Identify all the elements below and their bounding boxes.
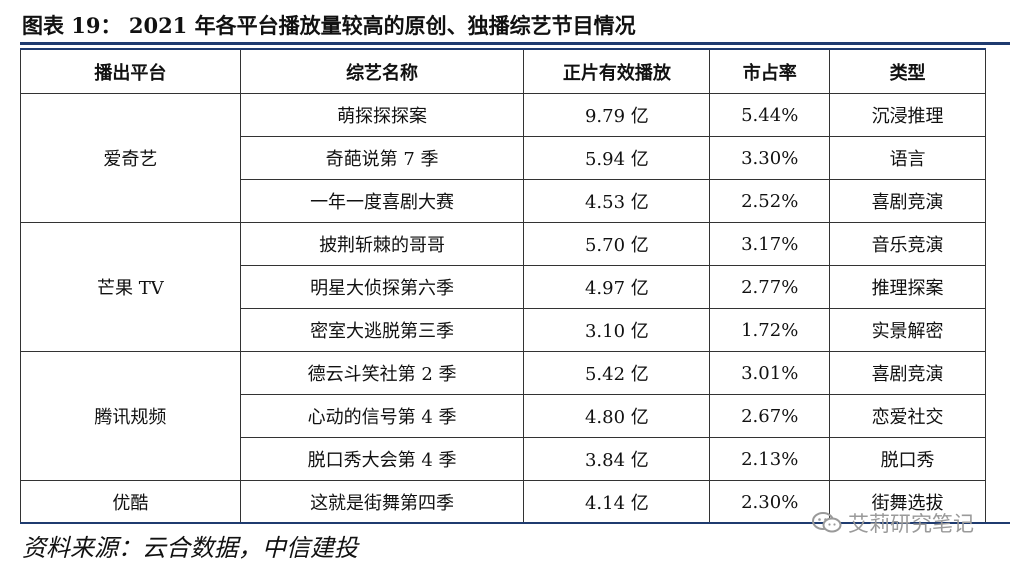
table-row: 密室大逃脱第三季 3.10 亿 1.72% 实景解密 — [21, 308, 986, 352]
show-name-cell: 密室大逃脱第三季 — [239, 308, 525, 352]
table-row: 明星大侦探第六季 4.97 亿 2.77% 推理探案 — [21, 265, 986, 309]
type-cell: 推理探案 — [829, 265, 986, 309]
type-cell: 恋爱社交 — [829, 394, 986, 438]
wechat-icon — [812, 512, 842, 533]
share-cell: 2.77% — [709, 265, 831, 309]
share-cell: 2.67% — [709, 394, 831, 438]
platform-cell: 腾讯规频 — [20, 351, 241, 481]
table-row: 芒果 TV 披荆斩棘的哥哥 5.70 亿 3.17% 音乐竞演 — [20, 222, 986, 352]
show-name-cell: 心动的信号第 4 季 — [239, 394, 525, 438]
type-cell: 脱口秀 — [829, 437, 986, 481]
plays-cell: 5.70 亿 — [523, 222, 711, 266]
plays-cell: 3.10 亿 — [523, 308, 711, 352]
show-name-cell: 奇葩说第 7 季 — [239, 136, 525, 180]
watermark-text: 艾莉研究笔记 — [848, 512, 974, 536]
header-row: 播出平台 综艺名称 正片有效播放 市占率 类型 — [20, 48, 986, 94]
table-row: 优酷 这就是街舞第四季 4.14 亿 2.30% 街舞选拔 — [20, 480, 986, 524]
plays-cell: 4.97 亿 — [523, 265, 711, 309]
show-name-cell: 明星大侦探第六季 — [239, 265, 525, 309]
share-cell: 1.72% — [709, 308, 831, 352]
type-cell: 喜剧竞演 — [829, 179, 986, 223]
type-cell: 沉浸推理 — [829, 93, 986, 137]
share-cell: 3.30% — [709, 136, 831, 180]
plays-cell: 4.53 亿 — [523, 179, 711, 223]
figure-title: 图表 19： 2021 年各平台播放量较高的原创、独播综艺节目情况 — [22, 13, 636, 38]
header-cell-platform: 播出平台 — [20, 48, 241, 94]
title-bar: 图表 19： 2021 年各平台播放量较高的原创、独播综艺节目情况 — [20, 4, 1010, 45]
plays-cell: 4.80 亿 — [523, 394, 711, 438]
bottom-rule — [20, 522, 1010, 524]
header-cell-plays: 正片有效播放 — [523, 48, 711, 94]
share-cell: 2.30% — [709, 480, 831, 524]
show-name-cell: 这就是街舞第四季 — [239, 480, 525, 524]
source-note: 资料来源：云合数据，中信建投 — [22, 534, 358, 562]
table-row: 腾讯规频 德云斗笑社第 2 季 5.42 亿 3.01% 喜剧竞演 — [20, 351, 986, 481]
platform-cell: 爱奇艺 — [20, 93, 241, 223]
table-row: 爱奇艺 萌探探探案 9.79 亿 5.44% 沉浸推理 — [20, 93, 986, 223]
plays-cell: 3.84 亿 — [523, 437, 711, 481]
table-row: 心动的信号第 4 季 4.80 亿 2.67% 恋爱社交 — [21, 394, 986, 438]
header-cell-name: 综艺名称 — [239, 48, 525, 94]
show-name-cell: 德云斗笑社第 2 季 — [239, 351, 525, 395]
share-cell: 2.13% — [709, 437, 831, 481]
plays-cell: 4.14 亿 — [523, 480, 711, 524]
share-cell: 3.01% — [709, 351, 831, 395]
type-cell: 实景解密 — [829, 308, 986, 352]
share-cell: 3.17% — [709, 222, 831, 266]
table-row: 脱口秀大会第 4 季 3.84 亿 2.13% 脱口秀 — [21, 437, 986, 481]
show-name-cell: 披荆斩棘的哥哥 — [239, 222, 525, 266]
table-row: 奇葩说第 7 季 5.94 亿 3.30% 语言 — [21, 136, 986, 180]
show-name-cell: 一年一度喜剧大赛 — [239, 179, 525, 223]
type-cell: 街舞选拔 — [829, 480, 986, 524]
type-cell: 音乐竞演 — [829, 222, 986, 266]
platform-cell: 优酷 — [20, 480, 241, 524]
header-cell-type: 类型 — [829, 48, 986, 94]
header-cell-share: 市占率 — [709, 48, 831, 94]
type-cell: 语言 — [829, 136, 986, 180]
share-cell: 2.52% — [709, 179, 831, 223]
watermark: 艾莉研究笔记 — [812, 508, 974, 538]
table-row: 一年一度喜剧大赛 4.53 亿 2.52% 喜剧竞演 — [21, 179, 986, 223]
show-name-cell: 脱口秀大会第 4 季 — [239, 437, 525, 481]
plays-cell: 5.94 亿 — [523, 136, 711, 180]
plays-cell: 9.79 亿 — [523, 93, 711, 137]
share-cell: 5.44% — [709, 93, 831, 137]
plays-cell: 5.42 亿 — [523, 351, 711, 395]
show-name-cell: 萌探探探案 — [239, 93, 525, 137]
data-table: 播出平台 综艺名称 正片有效播放 市占率 类型 爱奇艺 萌探探探案 9.79 亿… — [20, 48, 986, 524]
type-cell: 喜剧竞演 — [829, 351, 986, 395]
platform-cell: 芒果 TV — [20, 222, 241, 352]
